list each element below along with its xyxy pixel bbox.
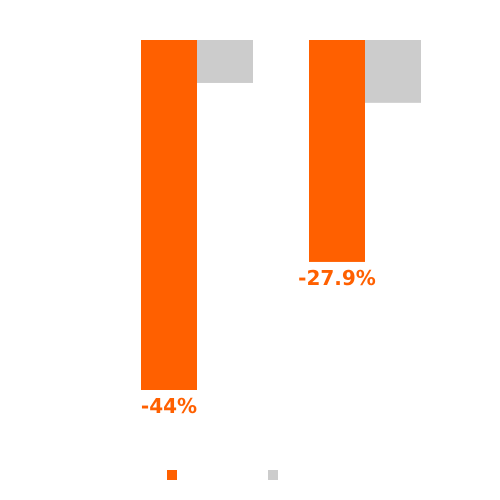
- bars-layer: [141, 40, 421, 390]
- legend-swatch-series2: [268, 470, 278, 480]
- legend-swatch-series1: [167, 470, 177, 480]
- data-labels-layer: -44% -27.9%: [141, 266, 376, 418]
- data-label-cat2: -27.9%: [298, 266, 376, 290]
- bar-series1-cat1: [141, 40, 197, 390]
- bar-series2-cat2: [365, 40, 421, 103]
- bar-series2-cat1: [197, 40, 253, 83]
- data-label-cat1: -44%: [141, 394, 197, 418]
- legend: [167, 470, 278, 480]
- bar-series1-cat2: [309, 40, 365, 262]
